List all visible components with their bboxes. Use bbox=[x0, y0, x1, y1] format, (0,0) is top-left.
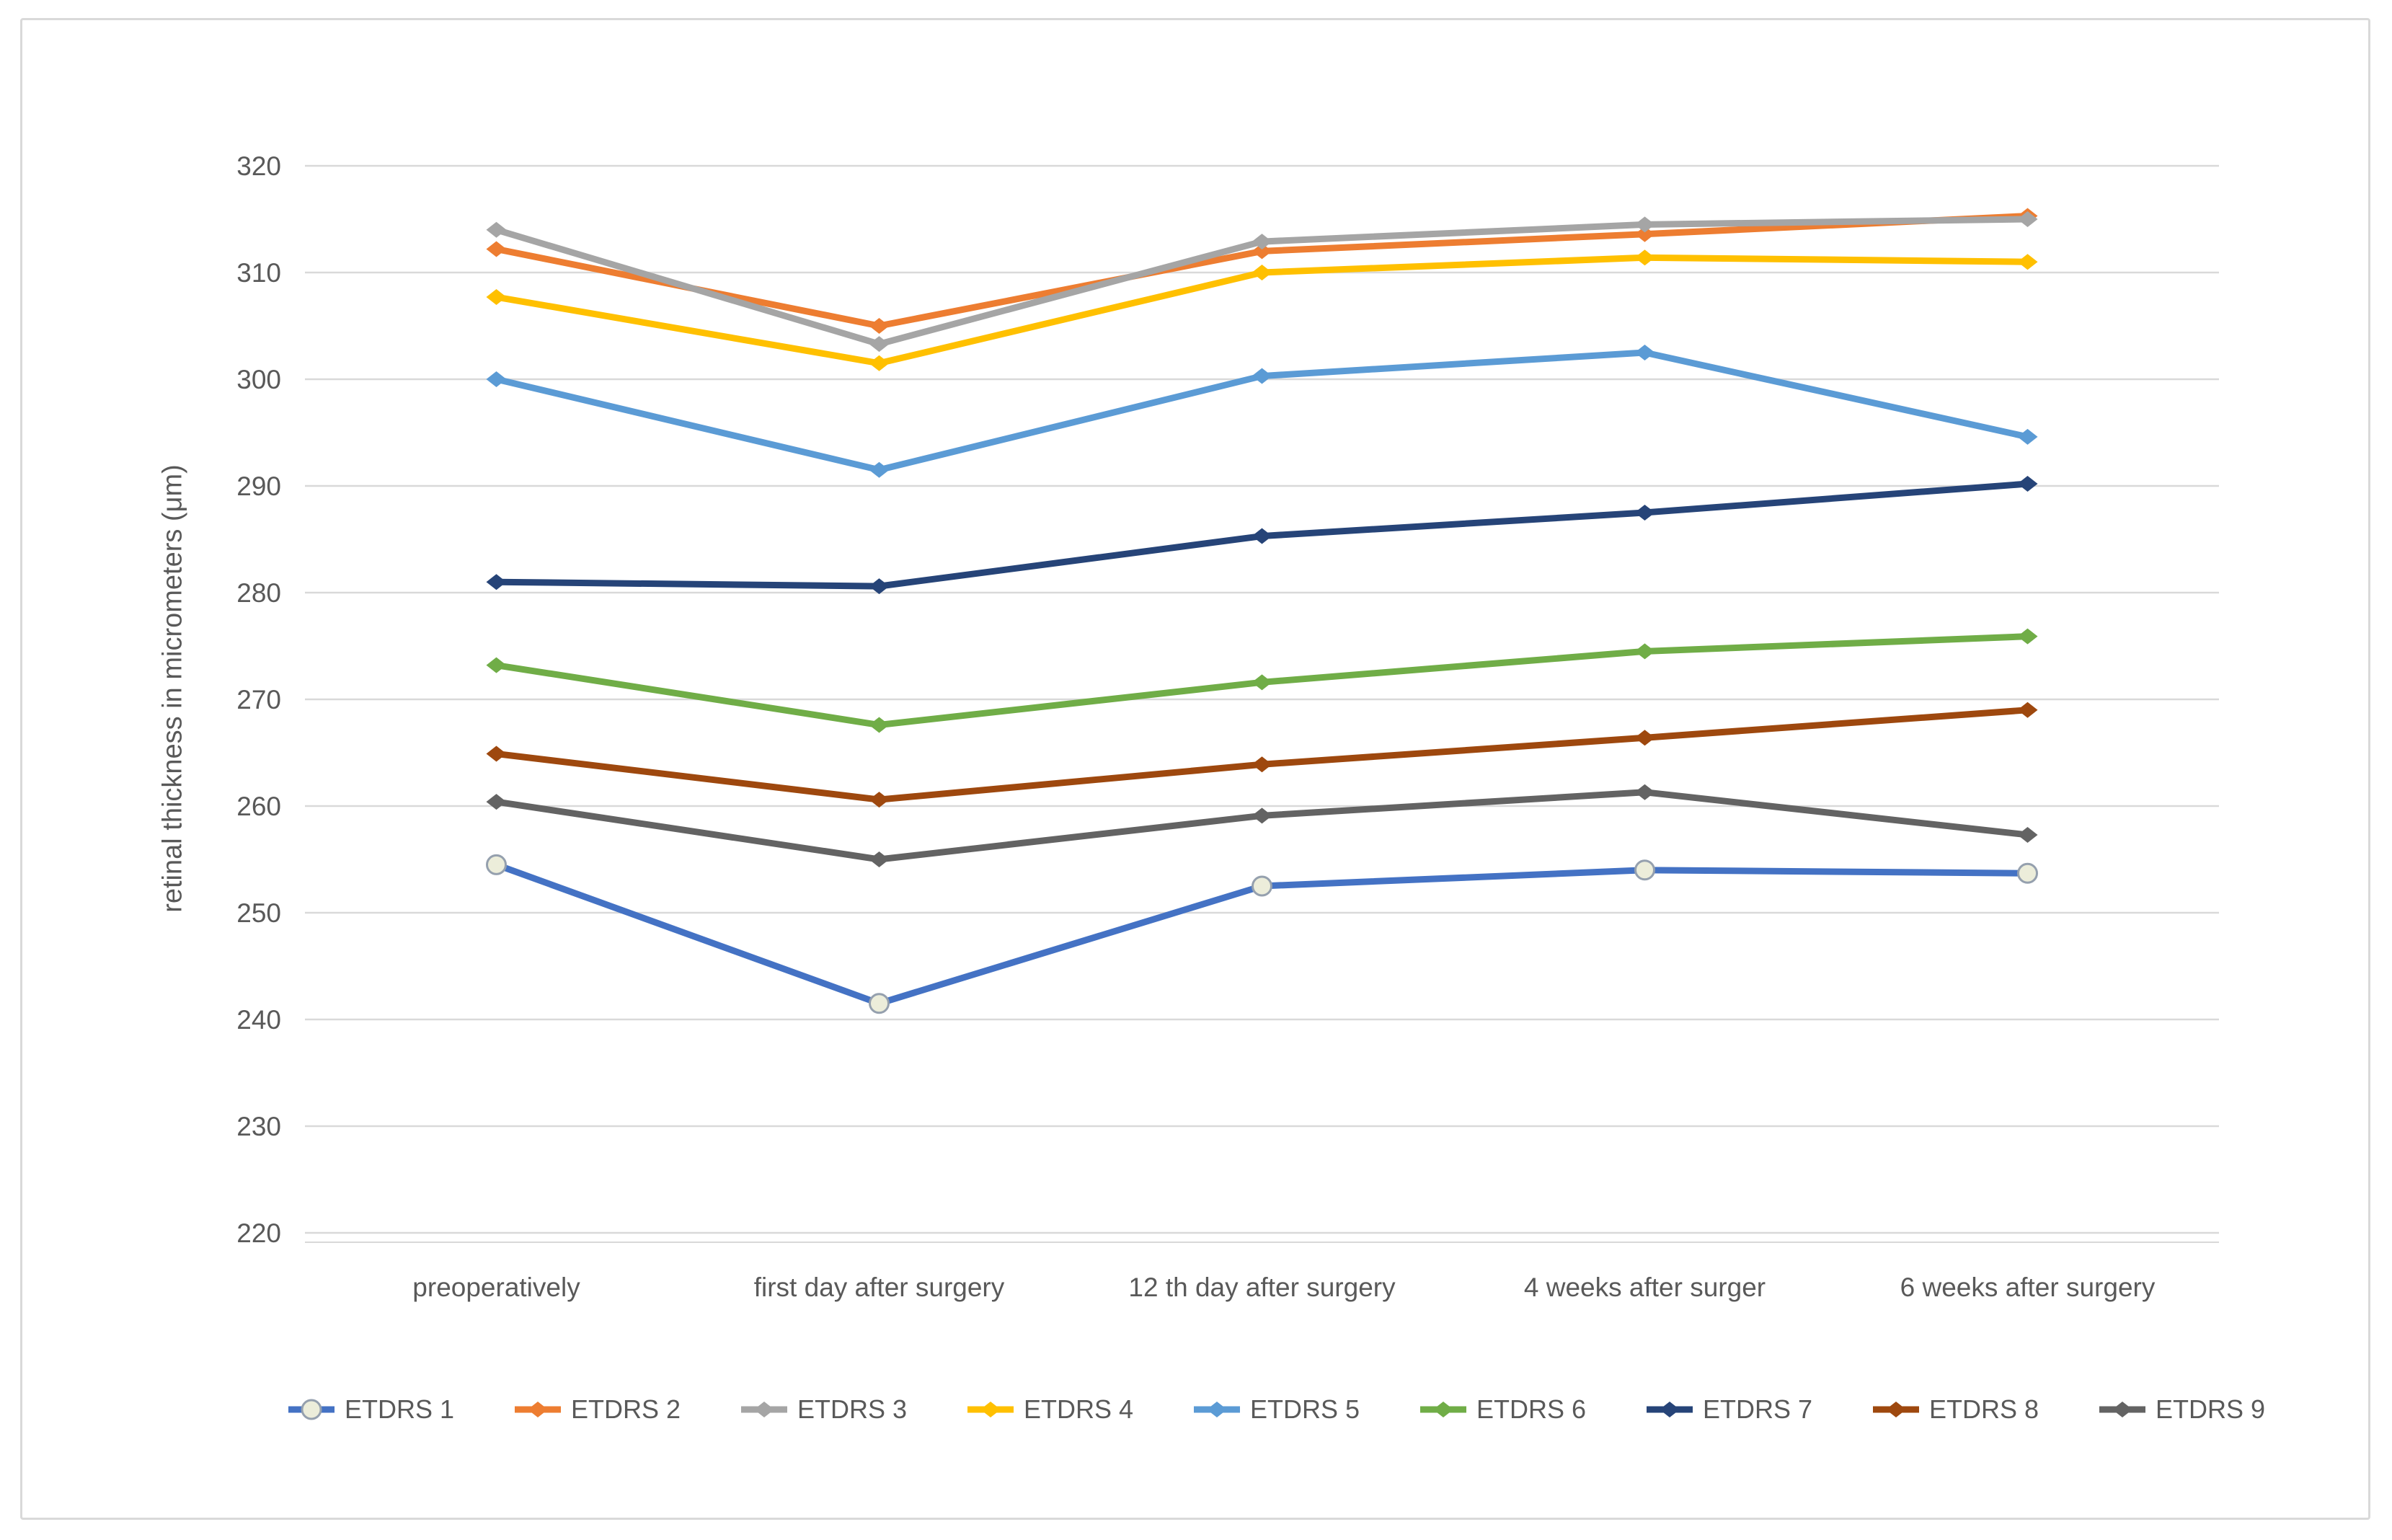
data-point-marker bbox=[869, 461, 890, 478]
data-point-marker bbox=[1634, 730, 1655, 746]
legend-label: ETDRS 3 bbox=[797, 1394, 907, 1424]
data-point-marker bbox=[1252, 234, 1272, 250]
legend-label: ETDRS 4 bbox=[1024, 1394, 1133, 1424]
data-point-marker bbox=[2017, 628, 2038, 645]
data-point-marker bbox=[1252, 243, 1272, 260]
data-point-marker bbox=[486, 574, 507, 590]
data-point-marker bbox=[869, 717, 890, 733]
legend-label: ETDRS 5 bbox=[1250, 1394, 1360, 1424]
y-tick-label: 270 bbox=[236, 685, 281, 714]
data-point-marker bbox=[869, 318, 890, 334]
y-tick-label: 310 bbox=[236, 258, 281, 288]
data-point-marker bbox=[486, 854, 507, 875]
data-point-marker bbox=[1252, 528, 1272, 544]
x-category-label: 4 weeks after surger bbox=[1524, 1273, 1766, 1302]
y-tick-label: 250 bbox=[236, 898, 281, 928]
legend-marker bbox=[1433, 1402, 1453, 1417]
data-point-marker bbox=[1634, 226, 1655, 242]
data-point-marker bbox=[2017, 428, 2038, 445]
y-tick-label: 300 bbox=[236, 365, 281, 394]
x-category-label: 6 weeks after surgery bbox=[1900, 1273, 2156, 1302]
data-point-marker bbox=[869, 993, 890, 1014]
legend-marker bbox=[1660, 1402, 1680, 1417]
data-point-marker bbox=[1252, 756, 1272, 773]
y-tick-label: 240 bbox=[236, 1005, 281, 1035]
legend-marker bbox=[1207, 1402, 1227, 1417]
data-point-marker bbox=[869, 336, 890, 353]
data-point-marker bbox=[1634, 505, 1655, 521]
y-tick-label: 230 bbox=[236, 1112, 281, 1141]
data-point-marker bbox=[2017, 476, 2038, 492]
data-point-marker bbox=[2017, 702, 2038, 718]
data-point-marker bbox=[486, 371, 507, 387]
x-category-label: first day after surgery bbox=[754, 1273, 1005, 1302]
data-point-marker bbox=[1634, 249, 1655, 266]
data-point-marker bbox=[1634, 643, 1655, 660]
series-line-etdrs-8 bbox=[493, 707, 2031, 803]
data-point-marker bbox=[869, 578, 890, 595]
data-point-marker bbox=[1252, 807, 1272, 824]
legend-marker bbox=[301, 1399, 322, 1420]
legend-label: ETDRS 1 bbox=[345, 1394, 454, 1424]
legend-label: ETDRS 6 bbox=[1476, 1394, 1586, 1424]
data-point-marker bbox=[486, 241, 507, 257]
data-point-marker bbox=[869, 851, 890, 867]
x-category-label: 12 th day after surgery bbox=[1128, 1273, 1396, 1302]
y-tick-label: 220 bbox=[236, 1218, 281, 1248]
data-point-marker bbox=[1634, 859, 1655, 881]
x-category-label: preoperatively bbox=[412, 1273, 580, 1302]
data-point-marker bbox=[1252, 674, 1272, 691]
y-tick-label: 260 bbox=[236, 792, 281, 821]
data-point-marker bbox=[2017, 862, 2038, 884]
data-point-marker bbox=[1634, 784, 1655, 800]
data-point-marker bbox=[1252, 265, 1272, 280]
data-point-marker bbox=[1252, 368, 1272, 384]
data-point-marker bbox=[869, 355, 890, 371]
y-tick-label: 320 bbox=[236, 151, 281, 181]
series-line-etdrs-9 bbox=[493, 789, 2031, 863]
data-point-marker bbox=[486, 657, 507, 673]
legend-label: ETDRS 2 bbox=[571, 1394, 681, 1424]
y-tick-label: 280 bbox=[236, 578, 281, 608]
data-point-marker bbox=[2017, 826, 2038, 843]
y-tick-label: 290 bbox=[236, 472, 281, 501]
data-point-marker bbox=[486, 221, 507, 238]
legend-label: ETDRS 7 bbox=[1703, 1394, 1812, 1424]
legend-marker bbox=[1886, 1402, 1906, 1417]
legend-label: ETDRS 9 bbox=[2156, 1394, 2265, 1424]
legend-marker bbox=[754, 1402, 774, 1417]
data-point-marker bbox=[486, 289, 507, 306]
legend-marker bbox=[980, 1402, 1001, 1417]
data-point-marker bbox=[2017, 254, 2038, 270]
data-point-marker bbox=[869, 792, 890, 808]
data-point-marker bbox=[1634, 345, 1655, 360]
legend-marker bbox=[528, 1402, 548, 1417]
data-point-marker bbox=[2017, 211, 2038, 227]
data-point-marker bbox=[486, 794, 507, 810]
legend-marker bbox=[2112, 1402, 2132, 1417]
data-point-marker bbox=[486, 745, 507, 762]
data-point-marker bbox=[1252, 875, 1272, 897]
legend-label: ETDRS 8 bbox=[1929, 1394, 2039, 1424]
data-point-marker bbox=[1634, 216, 1655, 233]
